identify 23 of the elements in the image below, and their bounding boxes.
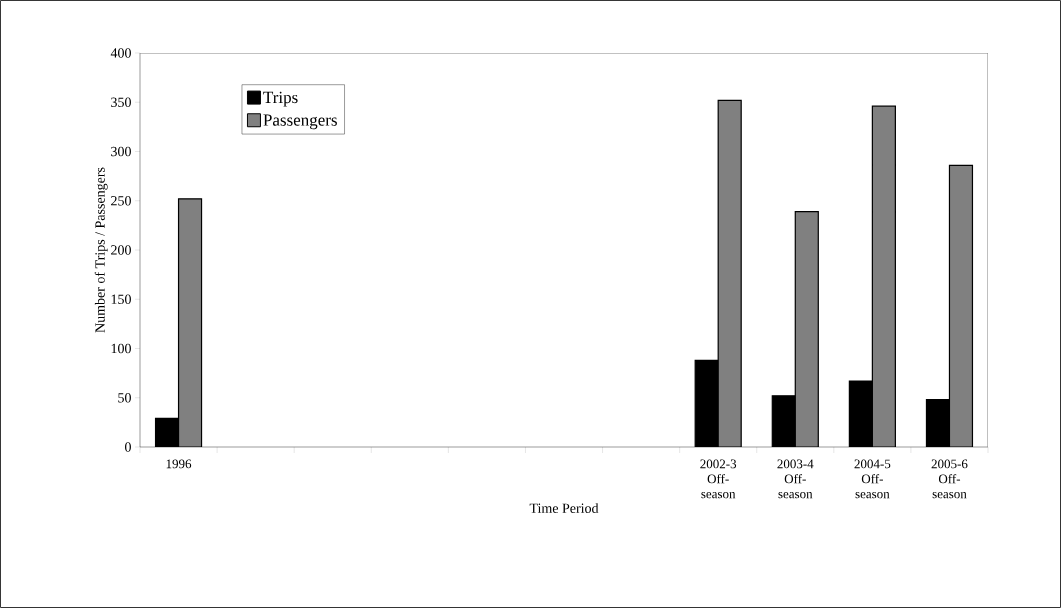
bar — [871, 105, 896, 447]
x-tick-label: 2005-6 Off-season — [931, 459, 968, 499]
x-tick-label: 1996 — [166, 459, 192, 469]
legend-label: Passengers — [263, 114, 337, 130]
bar — [794, 210, 819, 447]
y-axis-title: Number of Trips / Passengers — [94, 167, 108, 333]
y-tick-label: 150 — [111, 294, 131, 304]
y-tick-label: 350 — [111, 97, 131, 107]
y-tick-label: 200 — [111, 245, 131, 255]
bar — [717, 99, 742, 447]
bar — [948, 164, 974, 447]
y-tick-label: 0 — [125, 442, 131, 452]
x-tick-label: 2003-4 Off-season — [777, 459, 814, 499]
x-axis-title: Time Period — [529, 503, 599, 513]
legend-label: Trips — [263, 91, 298, 107]
y-tick-label: 100 — [111, 343, 131, 354]
y-tick-label: 400 — [110, 48, 131, 58]
x-tick-label: 2004-5 Off-season — [854, 459, 891, 499]
y-tick-label: 300 — [111, 146, 131, 157]
y-tick-label: 50 — [118, 393, 131, 403]
y-tick-label: 250 — [111, 196, 131, 206]
bar — [177, 198, 203, 447]
x-tick-label: 2002-3 Off-season — [700, 459, 737, 499]
